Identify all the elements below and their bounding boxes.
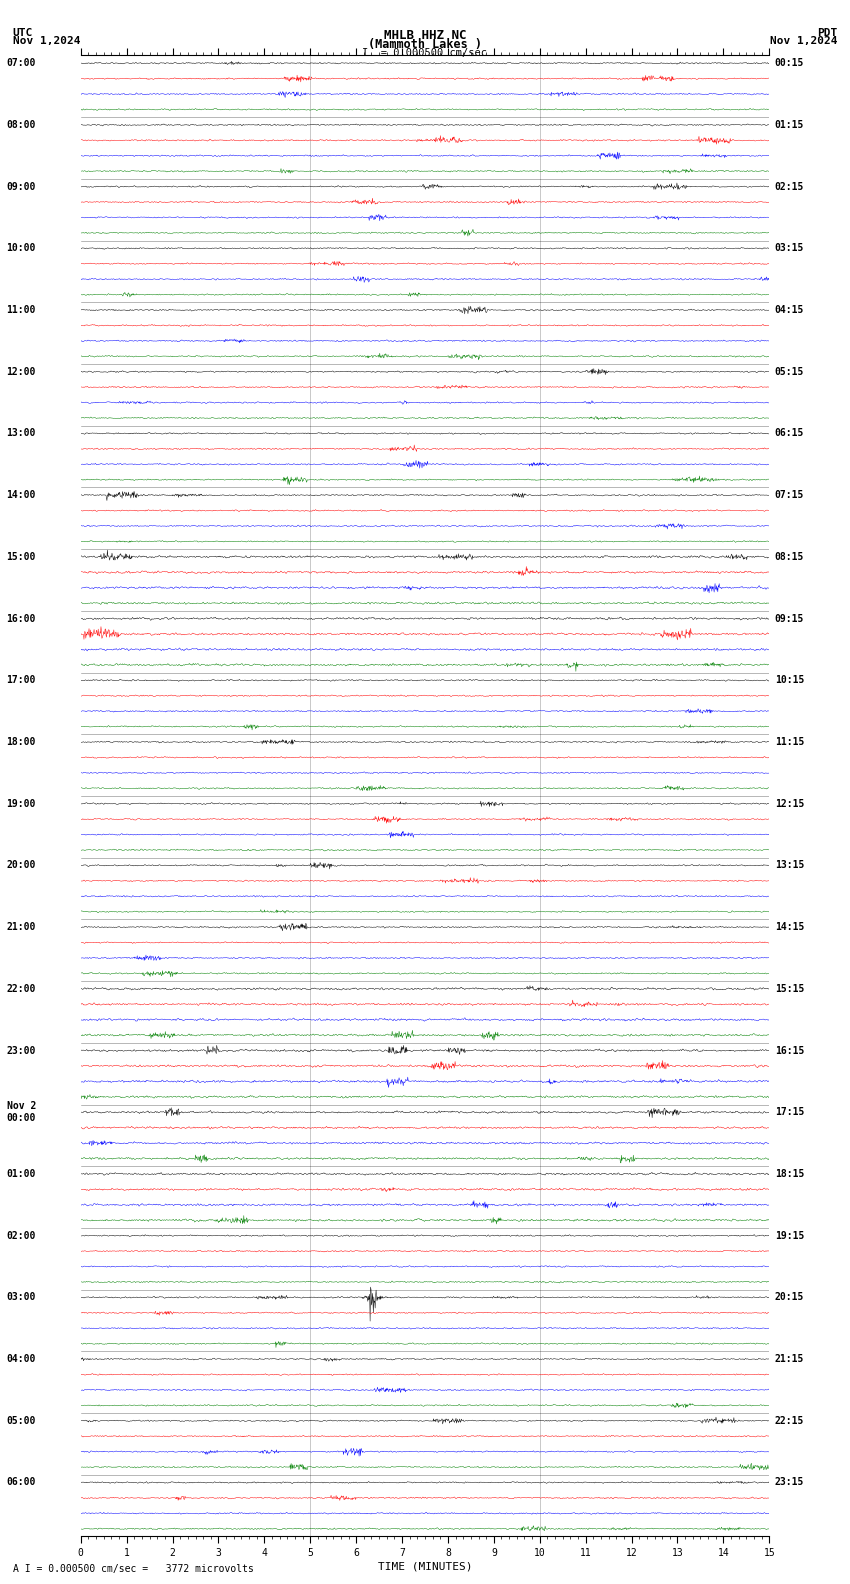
Text: 20:15: 20:15 [774, 1293, 804, 1302]
Text: 16:15: 16:15 [774, 1045, 804, 1055]
Text: 05:00: 05:00 [7, 1416, 36, 1426]
Text: 14:15: 14:15 [774, 922, 804, 931]
Text: 04:15: 04:15 [774, 306, 804, 315]
Text: 13:15: 13:15 [774, 860, 804, 870]
Text: 10:15: 10:15 [774, 675, 804, 686]
Text: 17:00: 17:00 [7, 675, 36, 686]
Text: 09:15: 09:15 [774, 613, 804, 624]
Text: Nov 1,2024: Nov 1,2024 [770, 36, 837, 46]
Text: 06:00: 06:00 [7, 1478, 36, 1487]
Text: 00:15: 00:15 [774, 59, 804, 68]
Text: 13:00: 13:00 [7, 428, 36, 439]
Text: 03:00: 03:00 [7, 1293, 36, 1302]
Text: Nov 2
00:00: Nov 2 00:00 [7, 1101, 36, 1123]
Text: (Mammoth Lakes ): (Mammoth Lakes ) [368, 38, 482, 51]
Text: I  = 0.000500 cm/sec: I = 0.000500 cm/sec [362, 48, 488, 57]
Text: 10:00: 10:00 [7, 244, 36, 253]
Text: 02:00: 02:00 [7, 1231, 36, 1240]
Text: MHLB HHZ NC: MHLB HHZ NC [383, 29, 467, 43]
Text: 11:15: 11:15 [774, 737, 804, 748]
Text: 19:15: 19:15 [774, 1231, 804, 1240]
Text: 19:00: 19:00 [7, 798, 36, 809]
Text: 12:15: 12:15 [774, 798, 804, 809]
Text: 22:15: 22:15 [774, 1416, 804, 1426]
Text: 07:00: 07:00 [7, 59, 36, 68]
Text: 15:15: 15:15 [774, 984, 804, 993]
Text: 21:00: 21:00 [7, 922, 36, 931]
Text: 23:15: 23:15 [774, 1478, 804, 1487]
Text: 02:15: 02:15 [774, 182, 804, 192]
Text: 12:00: 12:00 [7, 367, 36, 377]
Text: 06:15: 06:15 [774, 428, 804, 439]
Text: 03:15: 03:15 [774, 244, 804, 253]
Text: 09:00: 09:00 [7, 182, 36, 192]
Text: A I = 0.000500 cm/sec =   3772 microvolts: A I = 0.000500 cm/sec = 3772 microvolts [13, 1565, 253, 1574]
Text: 01:15: 01:15 [774, 120, 804, 130]
Text: 23:00: 23:00 [7, 1045, 36, 1055]
X-axis label: TIME (MINUTES): TIME (MINUTES) [377, 1562, 473, 1571]
Text: 04:00: 04:00 [7, 1354, 36, 1364]
Text: 20:00: 20:00 [7, 860, 36, 870]
Text: 18:00: 18:00 [7, 737, 36, 748]
Text: 15:00: 15:00 [7, 551, 36, 562]
Text: 14:00: 14:00 [7, 489, 36, 501]
Text: 11:00: 11:00 [7, 306, 36, 315]
Text: 08:15: 08:15 [774, 551, 804, 562]
Text: 16:00: 16:00 [7, 613, 36, 624]
Text: UTC: UTC [13, 27, 33, 38]
Text: 17:15: 17:15 [774, 1107, 804, 1117]
Text: 22:00: 22:00 [7, 984, 36, 993]
Text: 08:00: 08:00 [7, 120, 36, 130]
Text: 18:15: 18:15 [774, 1169, 804, 1178]
Text: PDT: PDT [817, 27, 837, 38]
Text: 07:15: 07:15 [774, 489, 804, 501]
Text: 01:00: 01:00 [7, 1169, 36, 1178]
Text: 05:15: 05:15 [774, 367, 804, 377]
Text: Nov 1,2024: Nov 1,2024 [13, 36, 80, 46]
Text: 21:15: 21:15 [774, 1354, 804, 1364]
